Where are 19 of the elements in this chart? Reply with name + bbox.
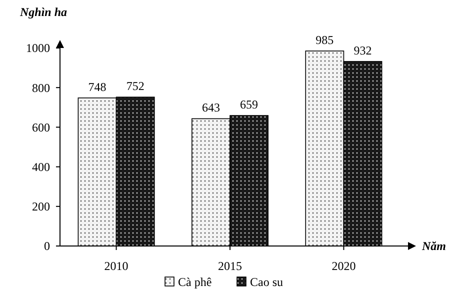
y-tick-label: 400 (32, 160, 50, 174)
y-tick-label: 0 (44, 239, 50, 254)
y-tick-label: 600 (32, 120, 50, 134)
data-label: 748 (88, 80, 106, 94)
legend-label: Cà phê (178, 275, 212, 289)
data-label: 752 (126, 79, 144, 94)
x-axis-title: Năm (421, 239, 446, 253)
y-tick-label: 800 (32, 80, 50, 95)
y-tick-label: 200 (32, 200, 50, 214)
x-tick-label: 2010 (104, 259, 128, 273)
x-tick-label: 2020 (332, 259, 356, 273)
data-label: 985 (316, 32, 334, 47)
data-label: 659 (240, 98, 258, 112)
x-tick-label: 2015 (218, 259, 242, 273)
y-axis-title: Nghìn ha (19, 5, 68, 19)
data-label: 643 (202, 100, 220, 115)
legend-label: Cao su (250, 275, 283, 289)
data-label: 932 (354, 43, 372, 58)
y-tick-label: 1000 (26, 41, 50, 56)
